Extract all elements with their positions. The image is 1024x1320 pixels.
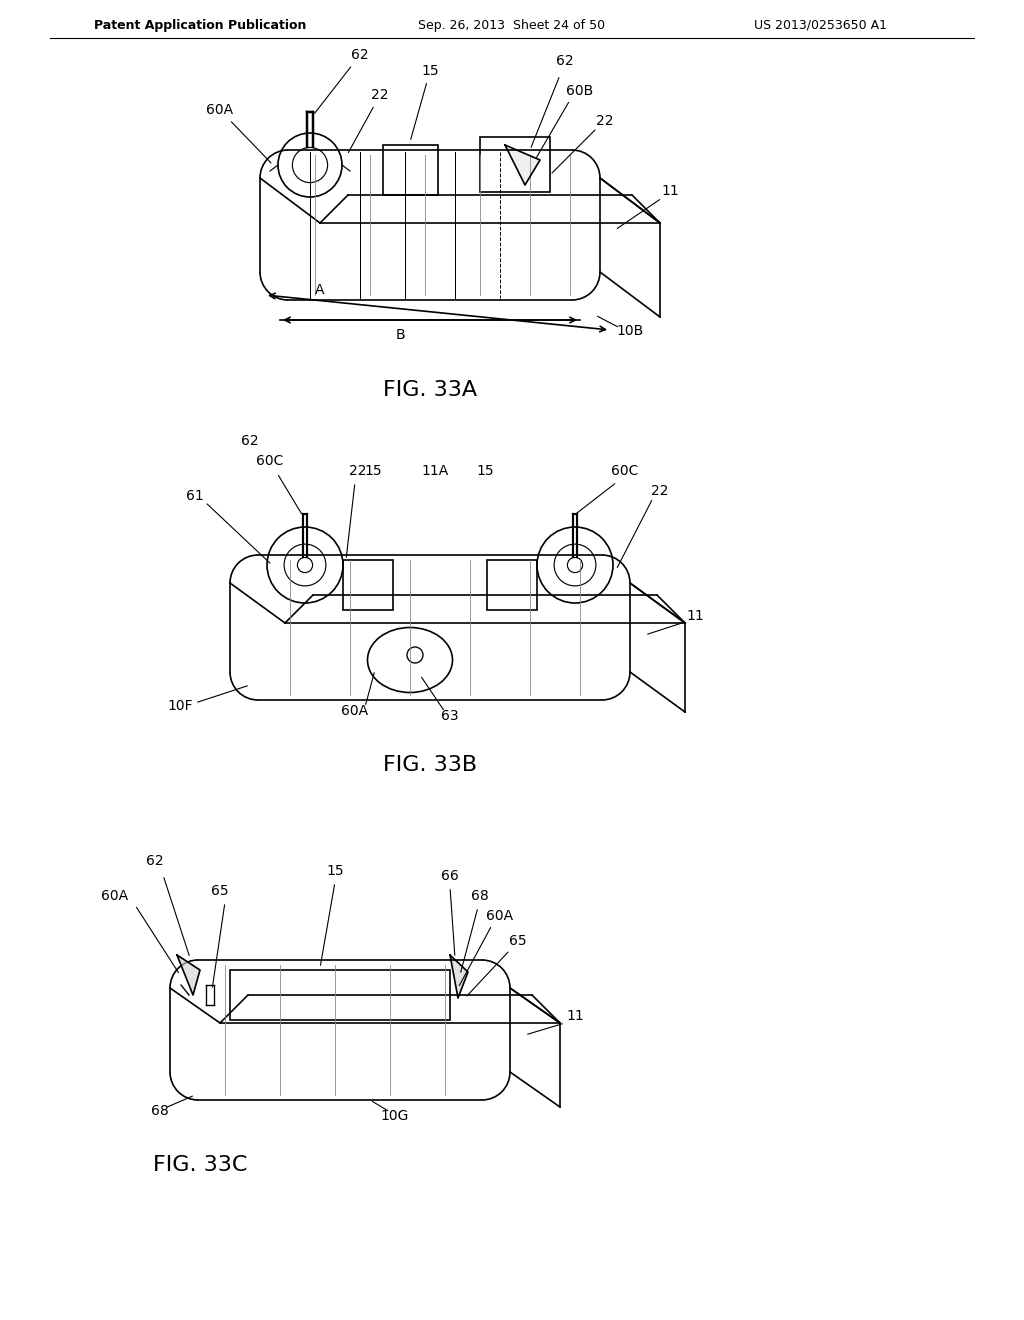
Polygon shape [177,954,200,995]
Text: 61: 61 [186,488,204,503]
Text: 10G: 10G [381,1109,410,1123]
Text: 60C: 60C [256,454,284,469]
Text: 60A: 60A [207,103,271,162]
Text: 62: 62 [146,854,164,869]
Text: 22: 22 [596,114,613,128]
Text: 15: 15 [365,465,382,478]
Text: 22: 22 [349,465,367,478]
Text: 10B: 10B [616,323,644,338]
Text: 11: 11 [662,183,679,198]
Text: FIG. 33C: FIG. 33C [153,1155,247,1175]
Text: 66: 66 [441,869,459,883]
Text: 62: 62 [242,434,259,447]
Text: 65: 65 [509,935,526,948]
Text: 65: 65 [211,884,228,898]
Text: 11: 11 [566,1008,584,1023]
Text: US 2013/0253650 A1: US 2013/0253650 A1 [754,18,887,32]
Text: 11A: 11A [421,465,449,478]
Text: 60A: 60A [486,909,514,923]
Text: 15: 15 [327,865,344,878]
Text: 22: 22 [651,484,669,498]
Text: FIG. 33A: FIG. 33A [383,380,477,400]
Text: 15: 15 [411,63,439,140]
Text: A: A [315,282,325,297]
Text: 60A: 60A [341,704,369,718]
Text: B: B [395,327,404,342]
Text: 10F: 10F [167,700,193,713]
Text: 60B: 60B [566,84,594,98]
Text: 62: 62 [314,48,369,114]
Text: 60C: 60C [611,465,639,478]
Bar [383,145,438,195]
Text: FIG. 33B: FIG. 33B [383,755,477,775]
Bar [480,137,550,191]
Polygon shape [505,145,540,185]
Text: 63: 63 [441,709,459,723]
Text: 68: 68 [152,1104,169,1118]
Text: Patent Application Publication: Patent Application Publication [94,18,306,32]
Text: Sep. 26, 2013  Sheet 24 of 50: Sep. 26, 2013 Sheet 24 of 50 [419,18,605,32]
Text: 15: 15 [476,465,494,478]
Text: 11: 11 [686,609,703,623]
Text: 68: 68 [471,888,488,903]
Text: 62: 62 [556,54,573,69]
Bar [487,560,537,610]
Text: 60A: 60A [101,888,129,903]
Bar [230,970,450,1020]
Polygon shape [450,954,468,998]
Text: 22: 22 [348,88,389,153]
Bar [343,560,393,610]
